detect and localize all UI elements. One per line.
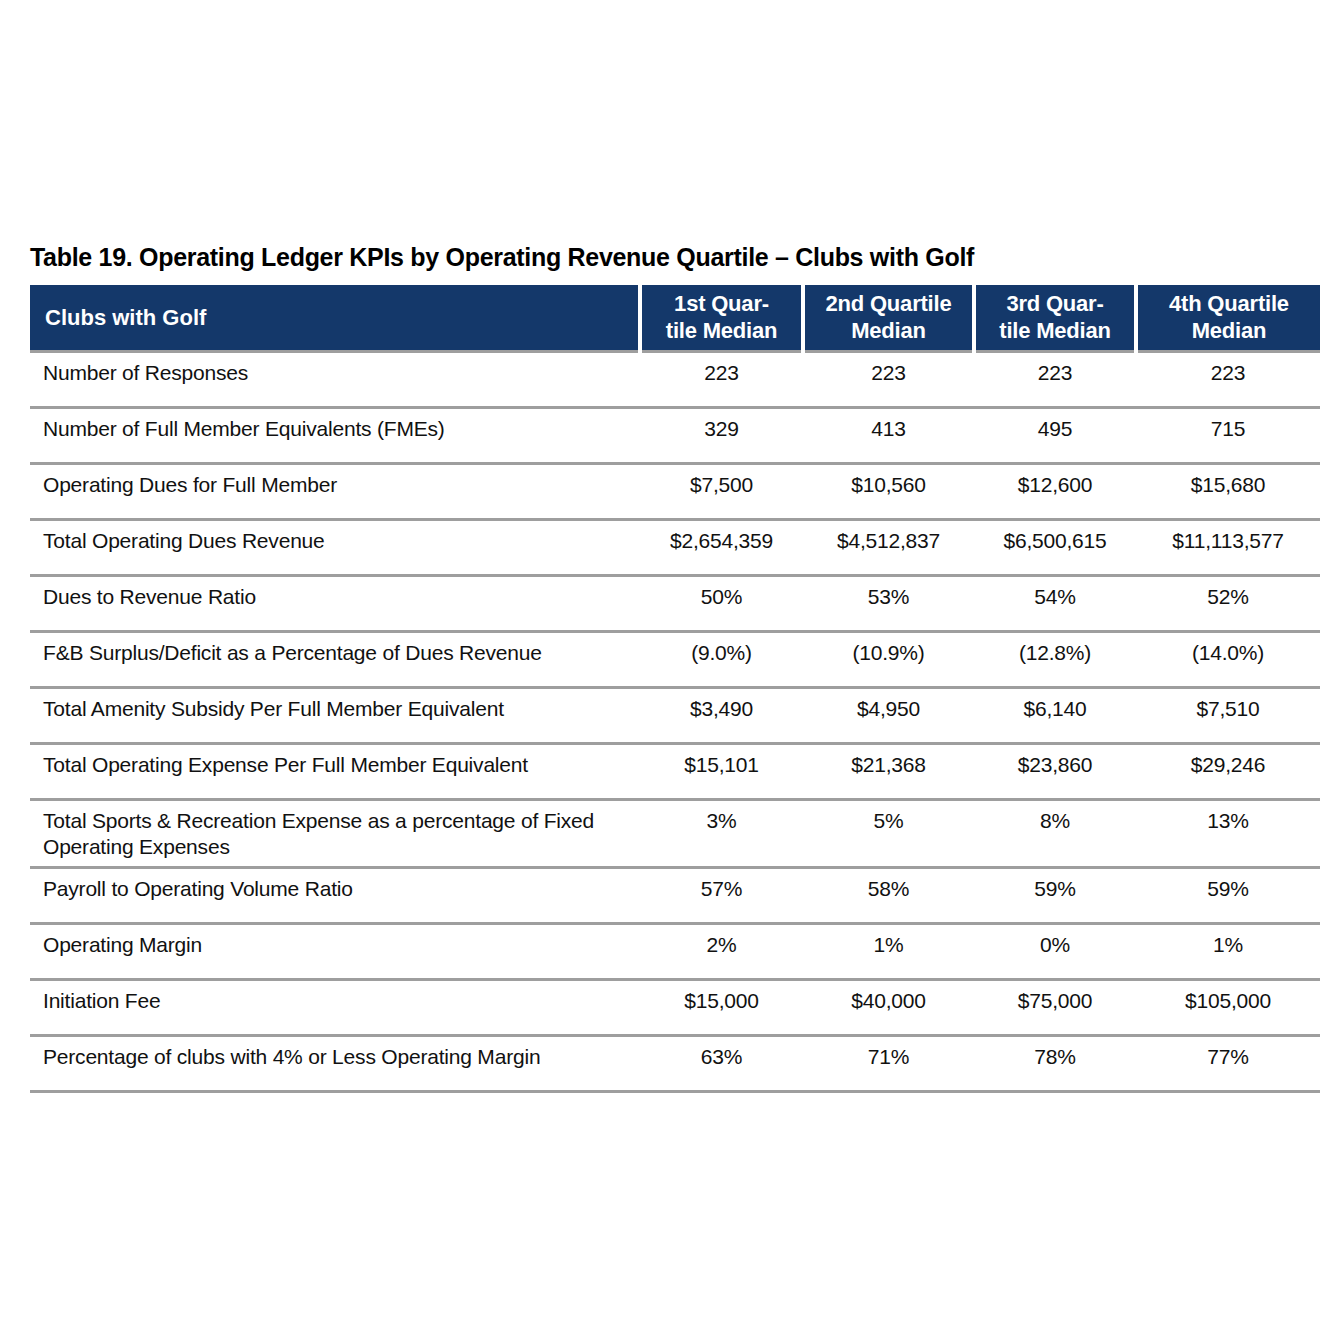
header-line: tile Median xyxy=(999,318,1111,343)
table-body: Number of Responses223223223223Number of… xyxy=(30,351,1320,1092)
cell-value: $4,512,837 xyxy=(803,519,974,575)
header-cell-clubs-with-golf: Clubs with Golf xyxy=(30,285,640,351)
row-label: F&B Surplus/Deficit as a Percentage of D… xyxy=(30,631,640,687)
table-row: Payroll to Operating Volume Ratio57%58%5… xyxy=(30,868,1320,924)
cell-value: 50% xyxy=(640,575,803,631)
cell-value: 59% xyxy=(1136,868,1320,924)
header-line: 4th Quartile xyxy=(1169,291,1289,316)
cell-value: $11,113,577 xyxy=(1136,519,1320,575)
cell-value: $23,860 xyxy=(974,743,1136,799)
cell-value: 2% xyxy=(640,924,803,980)
cell-value: (12.8%) xyxy=(974,631,1136,687)
row-label: Operating Margin xyxy=(30,924,640,980)
cell-value: $75,000 xyxy=(974,980,1136,1036)
header-cell-quartile-3: 3rd Quar- tile Median xyxy=(974,285,1136,351)
table-row: Total Operating Dues Revenue$2,654,359$4… xyxy=(30,519,1320,575)
row-label: Dues to Revenue Ratio xyxy=(30,575,640,631)
row-label: Payroll to Operating Volume Ratio xyxy=(30,868,640,924)
cell-value: 495 xyxy=(974,407,1136,463)
header-line: tile Median xyxy=(666,318,778,343)
cell-value: $10,560 xyxy=(803,463,974,519)
cell-value: $12,600 xyxy=(974,463,1136,519)
cell-value: 223 xyxy=(974,351,1136,407)
cell-value: 1% xyxy=(1136,924,1320,980)
table-row: Number of Responses223223223223 xyxy=(30,351,1320,407)
cell-value: $21,368 xyxy=(803,743,974,799)
cell-value: $6,140 xyxy=(974,687,1136,743)
row-label: Total Operating Expense Per Full Member … xyxy=(30,743,640,799)
kpi-table: Clubs with Golf 1st Quar- tile Median 2n… xyxy=(30,285,1320,1093)
row-label: Initiation Fee xyxy=(30,980,640,1036)
cell-value: 78% xyxy=(974,1036,1136,1092)
row-label: Number of Responses xyxy=(30,351,640,407)
row-label: Number of Full Member Equivalents (FMEs) xyxy=(30,407,640,463)
cell-value: 5% xyxy=(803,799,974,868)
table-row: Dues to Revenue Ratio50%53%54%52% xyxy=(30,575,1320,631)
header-cell-quartile-2: 2nd Quartile Median xyxy=(803,285,974,351)
cell-value: 1% xyxy=(803,924,974,980)
table-header: Clubs with Golf 1st Quar- tile Median 2n… xyxy=(30,285,1320,351)
document-page: Table 19. Operating Ledger KPIs by Opera… xyxy=(0,0,1344,1344)
cell-value: 63% xyxy=(640,1036,803,1092)
cell-value: $3,490 xyxy=(640,687,803,743)
cell-value: 3% xyxy=(640,799,803,868)
table-row: Initiation Fee$15,000$40,000$75,000$105,… xyxy=(30,980,1320,1036)
cell-value: 715 xyxy=(1136,407,1320,463)
cell-value: $7,500 xyxy=(640,463,803,519)
table-row: Total Sports & Recreation Expense as a p… xyxy=(30,799,1320,868)
table-row: Operating Dues for Full Member$7,500$10,… xyxy=(30,463,1320,519)
cell-value: $7,510 xyxy=(1136,687,1320,743)
table-row: Number of Full Member Equivalents (FMEs)… xyxy=(30,407,1320,463)
cell-value: 59% xyxy=(974,868,1136,924)
cell-value: 58% xyxy=(803,868,974,924)
cell-value: 223 xyxy=(1136,351,1320,407)
header-cell-quartile-1: 1st Quar- tile Median xyxy=(640,285,803,351)
header-row: Clubs with Golf 1st Quar- tile Median 2n… xyxy=(30,285,1320,351)
cell-value: 54% xyxy=(974,575,1136,631)
table-row: Total Amenity Subsidy Per Full Member Eq… xyxy=(30,687,1320,743)
cell-value: $6,500,615 xyxy=(974,519,1136,575)
cell-value: 13% xyxy=(1136,799,1320,868)
cell-value: $15,101 xyxy=(640,743,803,799)
row-label: Operating Dues for Full Member xyxy=(30,463,640,519)
header-line: 1st Quar- xyxy=(674,291,769,316)
header-cell-quartile-4: 4th Quartile Median xyxy=(1136,285,1320,351)
cell-value: (10.9%) xyxy=(803,631,974,687)
cell-value: 53% xyxy=(803,575,974,631)
cell-value: $15,680 xyxy=(1136,463,1320,519)
cell-value: $2,654,359 xyxy=(640,519,803,575)
cell-value: $29,246 xyxy=(1136,743,1320,799)
header-line: Median xyxy=(1192,318,1267,343)
header-line: 2nd Quartile xyxy=(826,291,952,316)
cell-value: 77% xyxy=(1136,1036,1320,1092)
cell-value: 329 xyxy=(640,407,803,463)
cell-value: 413 xyxy=(803,407,974,463)
row-label: Total Amenity Subsidy Per Full Member Eq… xyxy=(30,687,640,743)
header-line: 3rd Quar- xyxy=(1006,291,1103,316)
cell-value: $40,000 xyxy=(803,980,974,1036)
table-row: Total Operating Expense Per Full Member … xyxy=(30,743,1320,799)
cell-value: (9.0%) xyxy=(640,631,803,687)
table-row: Percentage of clubs with 4% or Less Oper… xyxy=(30,1036,1320,1092)
cell-value: 0% xyxy=(974,924,1136,980)
cell-value: 8% xyxy=(974,799,1136,868)
table-title: Table 19. Operating Ledger KPIs by Opera… xyxy=(30,243,1320,272)
cell-value: 52% xyxy=(1136,575,1320,631)
cell-value: (14.0%) xyxy=(1136,631,1320,687)
cell-value: 71% xyxy=(803,1036,974,1092)
table-row: Operating Margin2%1%0%1% xyxy=(30,924,1320,980)
header-line: Median xyxy=(851,318,926,343)
table-row: F&B Surplus/Deficit as a Percentage of D… xyxy=(30,631,1320,687)
cell-value: $105,000 xyxy=(1136,980,1320,1036)
cell-value: 57% xyxy=(640,868,803,924)
cell-value: 223 xyxy=(640,351,803,407)
cell-value: 223 xyxy=(803,351,974,407)
row-label: Percentage of clubs with 4% or Less Oper… xyxy=(30,1036,640,1092)
row-label: Total Sports & Recreation Expense as a p… xyxy=(30,799,640,868)
cell-value: $4,950 xyxy=(803,687,974,743)
row-label: Total Operating Dues Revenue xyxy=(30,519,640,575)
cell-value: $15,000 xyxy=(640,980,803,1036)
